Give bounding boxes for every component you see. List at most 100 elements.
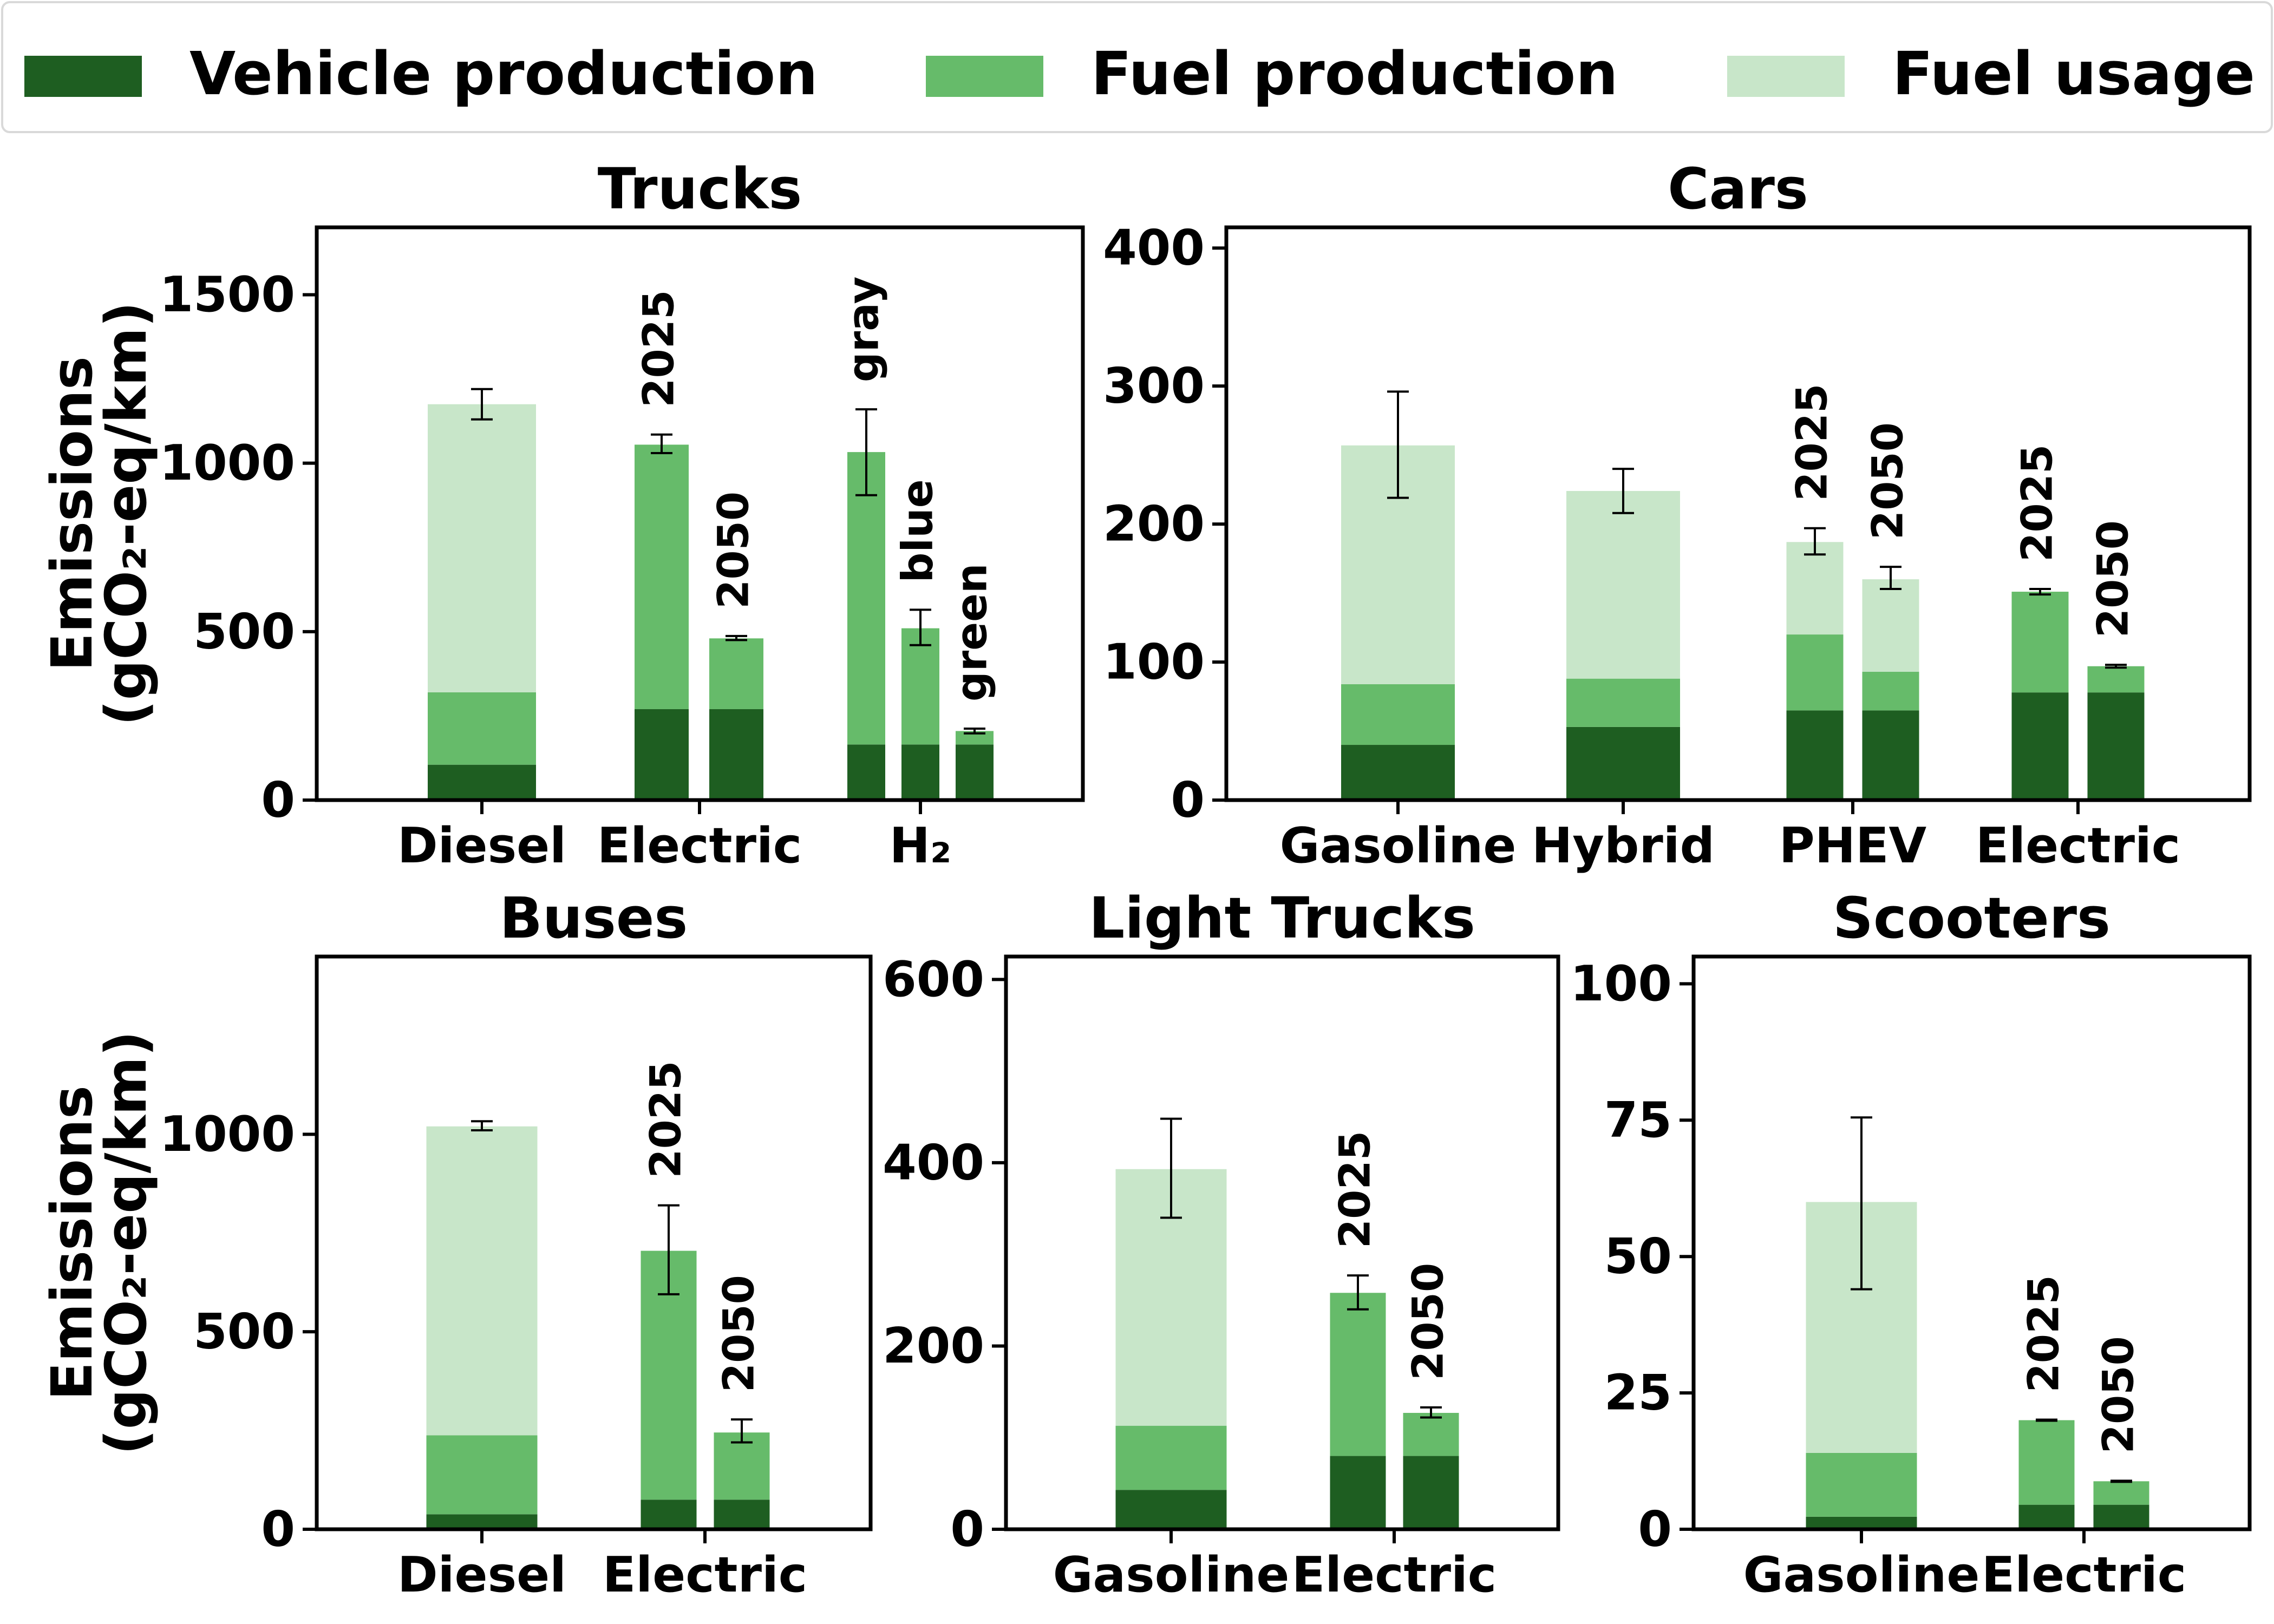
bar-segment-vehicle-production bbox=[847, 744, 885, 800]
bar-segment-vehicle-production bbox=[426, 1514, 538, 1529]
legend-frame bbox=[1, 1, 2273, 133]
bar-segment-fuel-production bbox=[1403, 1413, 1459, 1456]
axes-frame bbox=[315, 954, 873, 1531]
bar-segment-fuel-production bbox=[1566, 678, 1680, 727]
bar-annotation: 2050 bbox=[715, 1275, 763, 1392]
bar-segment-vehicle-production bbox=[1115, 1490, 1227, 1529]
bar-segment-vehicle-production bbox=[2018, 1504, 2075, 1529]
panel-buses: 2025 2050 0 500 1000 Diesel Electric Buses Emiss… bbox=[39, 885, 873, 1603]
bar-annotation: green bbox=[948, 563, 996, 702]
y-tick-label: 1500 bbox=[160, 266, 296, 323]
x-tick-label-gasoline: Gasoline bbox=[1743, 1547, 1980, 1603]
bar-segment-fuel-production bbox=[426, 1435, 538, 1515]
panel-light-trucks: 2025 2050 0 200 400 600 Gasoline Electric Light … bbox=[883, 885, 1560, 1603]
y-tick-label: 0 bbox=[1638, 1501, 1672, 1558]
legend-swatch-fuel-usage bbox=[1727, 56, 1845, 97]
y-axis-label: (gCO₂-eq/km) bbox=[93, 302, 159, 725]
legend-swatch-vehicle-production bbox=[24, 56, 142, 97]
x-tick-label-gasoline: Gasoline bbox=[1280, 817, 1517, 874]
bar-annotation: 2025 bbox=[635, 290, 683, 408]
bar-annotation: 2025 bbox=[642, 1061, 690, 1178]
x-tick-label-diesel: Diesel bbox=[397, 817, 566, 874]
panel-title: Scooters bbox=[1833, 885, 2110, 951]
y-tick-label: 400 bbox=[1103, 220, 1205, 277]
x-tick-label-electric: Electric bbox=[597, 817, 802, 874]
y-tick-label: 1000 bbox=[160, 435, 296, 492]
bar-segment-fuel-production bbox=[847, 452, 885, 745]
bar-segment-vehicle-production bbox=[641, 1499, 697, 1529]
legend: Vehicle production Fuel production Fuel … bbox=[1, 1, 2273, 133]
y-tick-label: 200 bbox=[1103, 496, 1205, 553]
bar-segment-fuel-usage bbox=[428, 404, 536, 692]
y-tick-label: 500 bbox=[193, 1304, 295, 1360]
y-tick-label: 500 bbox=[193, 603, 295, 660]
legend-label-fuel-usage: Fuel usage bbox=[1892, 39, 2255, 108]
bar-segment-vehicle-production bbox=[1341, 745, 1455, 800]
bar-segment-vehicle-production bbox=[2093, 1504, 2149, 1529]
bar-segment-vehicle-production bbox=[1403, 1456, 1459, 1529]
bar-segment-fuel-production bbox=[2011, 592, 2069, 693]
y-tick-label: 50 bbox=[1604, 1228, 1672, 1285]
y-tick-label: 300 bbox=[1103, 358, 1205, 415]
legend-label-vehicle-production: Vehicle production bbox=[190, 39, 818, 108]
y-tick-label: 100 bbox=[1570, 955, 1672, 1012]
bar-segment-fuel-production bbox=[714, 1432, 770, 1500]
bar-segment-fuel-usage bbox=[1566, 490, 1680, 679]
bar-segment-vehicle-production bbox=[901, 744, 939, 800]
bar-annotation: 2050 bbox=[1404, 1263, 1453, 1380]
bar-annotation: blue bbox=[893, 479, 942, 582]
bar-segment-fuel-production bbox=[1115, 1425, 1227, 1490]
x-tick-label-diesel: Diesel bbox=[397, 1547, 566, 1603]
bar-annotation: 2025 bbox=[1788, 384, 1837, 501]
bar-segment-fuel-production bbox=[2018, 1420, 2075, 1505]
bar-segment-vehicle-production bbox=[1862, 710, 1919, 800]
x-tick-label-electric: Electric bbox=[603, 1547, 807, 1603]
bar-segment-fuel-production bbox=[428, 692, 536, 765]
bar-annotation: 2025 bbox=[2013, 444, 2062, 562]
y-tick-label: 75 bbox=[1604, 1092, 1672, 1149]
y-axis-label: Emissions bbox=[39, 356, 105, 671]
bar-segment-fuel-production bbox=[901, 628, 939, 745]
bar-annotation: 2025 bbox=[1331, 1131, 1380, 1248]
axes-frame bbox=[1004, 954, 1560, 1531]
panel-title: Trucks bbox=[598, 156, 802, 222]
y-tick-label: 400 bbox=[883, 1134, 984, 1191]
x-tick-label-h: H₂ bbox=[890, 817, 952, 874]
y-axis-label: (gCO₂-eq/km) bbox=[93, 1031, 159, 1455]
x-tick-label-hybrid: Hybrid bbox=[1532, 817, 1715, 874]
bar-segment-vehicle-production bbox=[1786, 710, 1844, 800]
panel-title: Cars bbox=[1668, 156, 1808, 222]
panel-title: Light Trucks bbox=[1089, 885, 1475, 951]
x-tick-label-electric: Electric bbox=[1982, 1547, 2186, 1603]
y-tick-label: 200 bbox=[883, 1318, 984, 1374]
y-tick-label: 0 bbox=[950, 1501, 984, 1558]
bar-segment-fuel-production bbox=[1862, 671, 1919, 711]
panel-scooters: 2025 2050 0 25 50 75 100 Gasoline Electric Scoote… bbox=[1570, 885, 2252, 1603]
bar-segment-vehicle-production bbox=[709, 709, 763, 800]
bar-segment-fuel-production bbox=[709, 638, 763, 709]
x-tick-label-gasoline: Gasoline bbox=[1053, 1547, 1290, 1603]
x-tick-label-phev: PHEV bbox=[1779, 817, 1927, 874]
bar-segment-vehicle-production bbox=[1566, 726, 1680, 800]
bar-annotation: gray bbox=[839, 277, 888, 382]
legend-swatch-fuel-production bbox=[926, 56, 1043, 97]
bar-segment-vehicle-production bbox=[635, 709, 689, 800]
axes-frame bbox=[1691, 954, 2252, 1531]
y-tick-label: 100 bbox=[1103, 634, 1205, 691]
bar-segment-vehicle-production bbox=[1806, 1516, 1917, 1529]
bar-annotation: 2050 bbox=[2094, 1336, 2143, 1453]
bar-segment-vehicle-production bbox=[956, 744, 994, 800]
x-tick-label-electric: Electric bbox=[1292, 1547, 1497, 1603]
panel-cars: 2025 2050 2025 2050 0 100 200 300 400 Gasoline Hyb… bbox=[1103, 156, 2252, 874]
bar-segment-fuel-production bbox=[2093, 1481, 2149, 1505]
bar-segment-vehicle-production bbox=[2011, 692, 2069, 800]
y-tick-label: 25 bbox=[1604, 1365, 1672, 1422]
bar-segment-vehicle-production bbox=[2087, 692, 2145, 800]
bar-segment-fuel-production bbox=[1806, 1452, 1917, 1517]
bar-segment-vehicle-production bbox=[714, 1499, 770, 1529]
bar-annotation: 2050 bbox=[709, 492, 758, 609]
panel-title: Buses bbox=[500, 885, 688, 951]
bar-segment-fuel-usage bbox=[1862, 579, 1919, 672]
